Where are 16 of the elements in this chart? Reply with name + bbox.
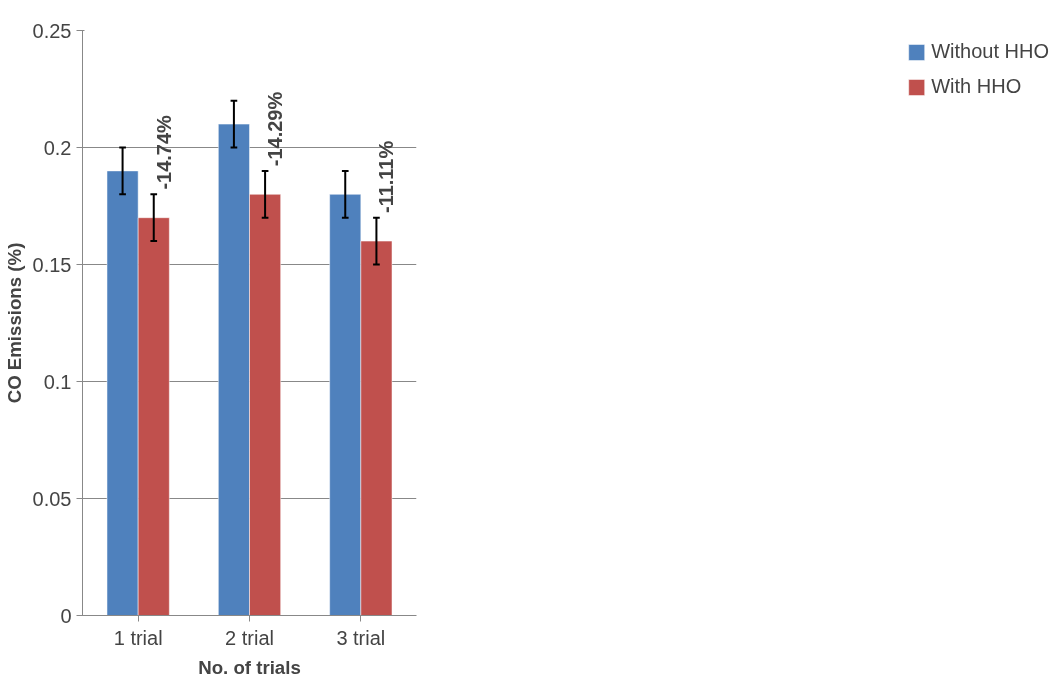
- x-tick-label: 3 trial: [336, 626, 386, 649]
- x-tick-label: 1 trial: [113, 626, 163, 649]
- y-tick-label: 0.2: [43, 136, 72, 159]
- y-axis-title: CO Emissions (%): [3, 242, 25, 404]
- annotation: -14.74%: [152, 114, 175, 190]
- legend-label: Without HHO: [931, 40, 1049, 63]
- annotation: -14.29%: [264, 91, 287, 167]
- y-tick-label: 0.05: [32, 487, 72, 510]
- annotation: -11.11%: [375, 140, 398, 214]
- x-tick-label: 2 trial: [225, 626, 274, 649]
- y-tick-label: 0.15: [32, 253, 72, 276]
- y-tick-label: 0.25: [32, 19, 72, 42]
- y-tick-label: 0: [60, 604, 72, 627]
- legend-label: With HHO: [931, 75, 1022, 98]
- x-axis-title: No. of trials: [198, 656, 301, 678]
- y-tick-label: 0.1: [43, 370, 72, 393]
